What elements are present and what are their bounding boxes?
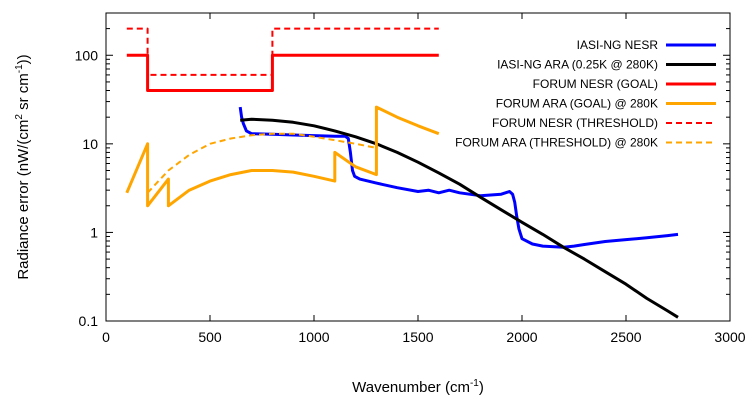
tick-labels: 0 500 1000 1500 2000 2500 3000 0.1 1 10 100 <box>75 47 746 345</box>
series-line-3 <box>126 53 439 92</box>
legend-label-4: FORUM ARA (GOAL) @ 280K <box>496 97 658 111</box>
x-tick-label: 2000 <box>506 329 537 345</box>
y-tick-label: 100 <box>75 47 99 63</box>
series-line-4 <box>125 105 440 208</box>
y-tick-label: 1 <box>90 224 98 240</box>
x-tick-label: 0 <box>102 329 110 345</box>
x-tick-label: 1000 <box>298 329 329 345</box>
legend-label-5: FORUM NESR (THRESHOLD) <box>492 116 658 130</box>
series-line-5 <box>126 27 439 76</box>
x-axis-title: Wavenumber (cm-1) <box>352 378 484 396</box>
legend-label-2: IASI-NG ARA (0.25K @ 280K) <box>497 58 658 72</box>
y-tick-label: 10 <box>82 136 98 152</box>
tick-marks <box>105 12 731 322</box>
y-axis-title: Radiance error (nW/(cm2 sr cm-1)) <box>14 54 32 279</box>
y-tick-label: 0.1 <box>79 313 99 329</box>
series-line-6 <box>146 130 378 194</box>
x-tick-label: 1500 <box>402 329 433 345</box>
x-tick-label: 500 <box>198 329 222 345</box>
x-tick-label: 3000 <box>714 329 745 345</box>
data-layer <box>125 27 679 319</box>
legend-label-3: FORUM NESR (GOAL) <box>533 77 658 91</box>
series-line-2 <box>240 117 679 319</box>
legend-label-1: IASI-NG NESR <box>577 38 659 52</box>
legend: IASI-NG NESR IASI-NG ARA (0.25K @ 280K) FO… <box>455 38 716 150</box>
legend-label-6: FORUM ARA (THRESHOLD) @ 280K <box>455 136 658 150</box>
x-tick-label: 2500 <box>610 329 641 345</box>
